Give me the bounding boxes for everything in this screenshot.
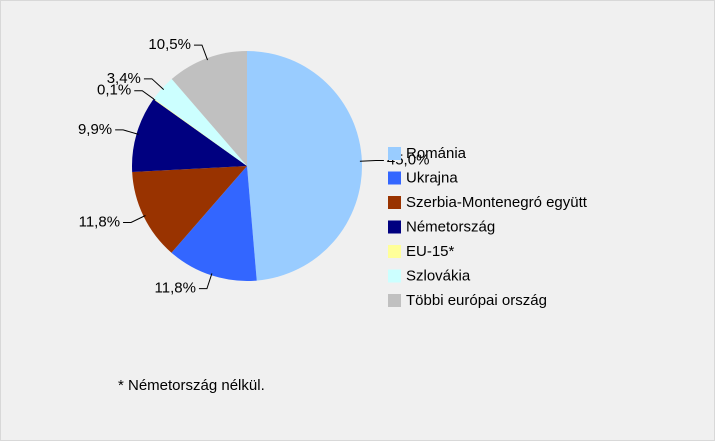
legend-swatch (388, 245, 401, 258)
leader-line (134, 90, 156, 101)
legend-label: Románia (406, 145, 467, 162)
pie-slice (153, 79, 247, 166)
data-label: 11,8% (79, 213, 120, 230)
legend-swatch (388, 220, 401, 234)
pie-slice (247, 51, 363, 281)
data-label: 3,4% (107, 70, 141, 87)
legend-label: Ukrajna (406, 169, 458, 186)
data-label: 10,5% (148, 36, 191, 53)
data-label: 11,8% (155, 280, 196, 297)
legend-label: Szerbia-Montenegró együtt (406, 194, 588, 211)
leader-line (115, 129, 139, 135)
pie-slice (171, 51, 247, 166)
leader-line (198, 273, 213, 290)
legend-swatch (388, 171, 401, 185)
legend-label: Németország (406, 218, 495, 235)
legend-label: EU-15* (406, 243, 455, 260)
leader-line (143, 78, 165, 90)
legend-swatch (388, 196, 401, 209)
leader-line (123, 215, 146, 224)
legend-label: Szlovákia (406, 267, 471, 284)
leader-line (359, 160, 384, 162)
legend-swatch (388, 294, 401, 307)
data-label: 9,9% (78, 121, 112, 138)
pie-slice (153, 98, 247, 166)
pie-slice (171, 166, 257, 282)
pie-slice (132, 166, 247, 253)
legend-swatch (388, 147, 401, 160)
legend-label: Többi európai ország (406, 292, 547, 309)
legend-swatch (388, 269, 401, 283)
pie-slice (132, 99, 247, 173)
data-label: 0,1% (97, 82, 131, 99)
leader-line (193, 44, 209, 61)
footnote: * Németország nélkül. (118, 377, 265, 394)
